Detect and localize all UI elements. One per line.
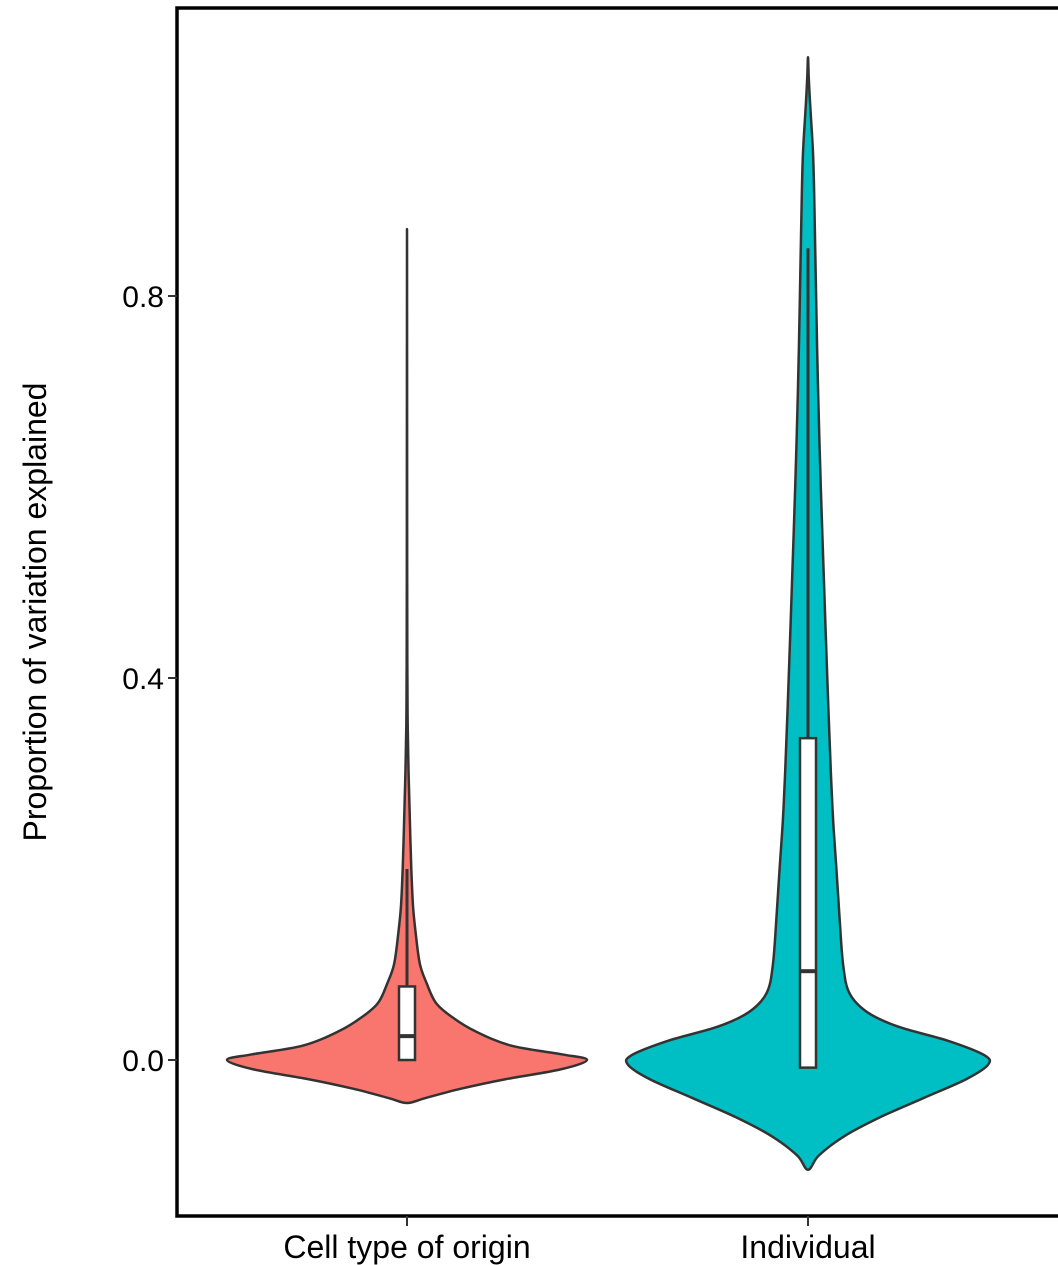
x-category-label: Cell type of origin	[283, 1229, 530, 1265]
box-cell-type-of-origin	[397, 985, 417, 1062]
y-axis-title: Proportion of variation explained	[17, 383, 53, 842]
violin-cell-type-of-origin	[225, 227, 589, 1105]
x-category-label: Individual	[740, 1229, 875, 1265]
y-tick-label: 0.8	[122, 281, 164, 314]
y-axis: 0.0 0.4 0.8	[122, 281, 177, 1078]
plot-panel-border	[175, 6, 1058, 1218]
box-individual	[798, 736, 818, 1069]
boxplot-layer	[397, 248, 818, 1069]
x-axis: Cell type of origin Individual	[283, 1216, 876, 1265]
violin-layer	[225, 56, 992, 1172]
y-tick-label: 0.0	[122, 1045, 164, 1078]
y-tick-label: 0.4	[122, 663, 164, 696]
